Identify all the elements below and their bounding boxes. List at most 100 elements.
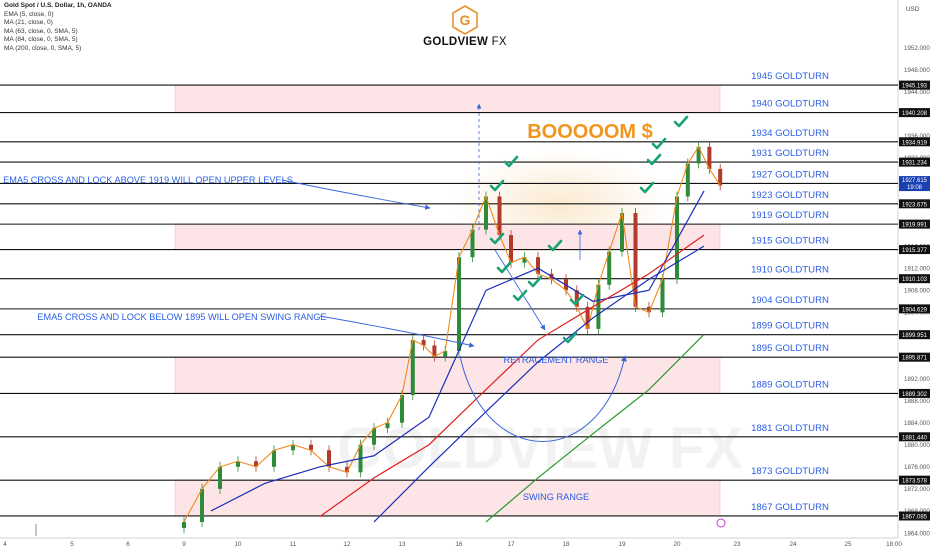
candle-body-36 (685, 163, 690, 197)
indicator-ma200[interactable]: MA (200, close, 0, SMA, 5) (4, 44, 82, 52)
level-tag-8: 1910.103 (902, 277, 928, 283)
level-label-15: 1867 GOLDTURN (751, 502, 829, 513)
check-mark-10 (673, 115, 689, 128)
level-tag-bg-5 (899, 199, 930, 209)
candle-body-22 (509, 235, 513, 263)
candle-body-19 (470, 229, 475, 258)
y-tick-1: 1948.000 (904, 67, 930, 74)
x-tick-0: 4 (3, 541, 7, 548)
level-tag-bg-12 (899, 388, 930, 398)
event-marker-icon (716, 518, 726, 528)
level-tag-bg-0 (899, 80, 930, 90)
svg-text:G: G (460, 12, 471, 28)
candle-body-30 (607, 251, 612, 285)
level-label-12: 1889 GOLDTURN (751, 379, 829, 390)
level-tag-bg-1 (899, 108, 930, 118)
ma-line-2 (373, 245, 705, 523)
zone-1 (174, 223, 721, 250)
upper-note: EMA5 CROSS AND LOCK ABOVE 1919 WILL OPEN… (3, 175, 293, 185)
lower-note-arrow (319, 315, 475, 348)
level-label-4: 1927 GOLDTURN (751, 169, 829, 180)
y-tick-15: 1892.000 (904, 376, 930, 383)
check-mark-8 (646, 153, 662, 166)
x-tick-5: 11 (290, 541, 297, 548)
level-label-8: 1910 GOLDTURN (751, 265, 829, 276)
level-tag-bg-8 (899, 274, 930, 284)
current-price-value: 1927.615 (902, 178, 928, 184)
y-tick-2: 1944.000 (904, 89, 930, 96)
level-label-0: 1945 GOLDTURN (751, 71, 829, 82)
candle-body-17 (443, 350, 448, 357)
headline-annotation: BOOOOOM $ (527, 121, 653, 143)
candle-body-32 (633, 213, 638, 307)
candle-body-3 (236, 461, 240, 467)
candle-body-31 (620, 213, 624, 252)
ema5-line (183, 145, 721, 523)
level-label-5: 1923 GOLDTURN (751, 190, 829, 201)
indicator-ma63[interactable]: MA (63, close, 0, SMA, 5) (4, 27, 78, 35)
retrace-arrow-down (494, 249, 546, 331)
candle-body-34 (660, 279, 665, 313)
level-tag-bg-6 (899, 219, 930, 229)
level-label-6: 1919 GOLDTURN (751, 210, 829, 221)
candle-body-6 (291, 444, 295, 451)
y-tick-22: 1864.000 (904, 530, 930, 537)
candle-body-1 (200, 488, 204, 522)
retracement-label: RETRACEMENT RANGE (504, 355, 609, 365)
level-label-3: 1931 GOLDTURN (751, 148, 829, 159)
check-mark-0 (503, 155, 519, 168)
y-tick-18: 1880.000 (904, 442, 930, 449)
level-tag-6: 1919.991 (902, 223, 928, 229)
check-mark-9 (651, 137, 667, 150)
x-tick-9: 17 (507, 541, 515, 548)
level-label-7: 1915 GOLDTURN (751, 236, 829, 247)
current-price-tag-bg (899, 176, 930, 192)
watermark: GOLDVIEW FX (337, 416, 743, 481)
level-tag-13: 1881.440 (902, 435, 928, 441)
candle-body-28 (585, 306, 590, 329)
x-tick-11: 19 (618, 541, 626, 548)
ma-line-0 (210, 190, 705, 512)
candle-body-2 (218, 466, 222, 489)
x-tick-13: 23 (733, 541, 741, 548)
candle-body-11 (372, 428, 376, 445)
x-tick-4: 10 (234, 541, 242, 548)
y-tick-0: 1952.000 (904, 45, 930, 52)
x-tick-7: 13 (398, 541, 406, 548)
level-label-9: 1904 GOLDTURN (751, 295, 829, 306)
symbol-title: Gold Spot / U.S. Dollar, 1h, OANDA (4, 2, 112, 9)
zone-0 (174, 84, 721, 113)
candle-body-15 (421, 339, 426, 346)
level-tag-3: 1931.234 (902, 161, 928, 167)
candle-body-38 (707, 146, 712, 169)
current-price-time: 19:08 (907, 185, 923, 191)
level-tag-10: 1899.951 (902, 333, 928, 339)
swing-label: SWING RANGE (523, 492, 589, 502)
ma-line-1 (319, 234, 705, 517)
level-tag-1: 1940.208 (902, 111, 928, 117)
x-tick-15: 25 (844, 541, 852, 548)
check-mark-2 (496, 261, 512, 274)
check-mark-1 (489, 179, 505, 192)
candle-body-27 (574, 290, 579, 307)
candle-body-9 (345, 466, 349, 473)
candle-body-24 (536, 257, 540, 274)
level-tag-9: 1904.629 (902, 307, 928, 313)
level-label-1: 1940 GOLDTURN (751, 99, 829, 110)
candle-body-37 (696, 146, 701, 164)
indicator-ema5[interactable]: EMA (5, close, 0) (4, 10, 54, 18)
y-tick-17: 1884.000 (904, 420, 930, 427)
indicator-ma84[interactable]: MA (84, close, 0, SMA, 5) (4, 36, 78, 44)
level-tag-bg-10 (899, 330, 930, 340)
indicator-ma21[interactable]: MA (21, close, 0) (4, 19, 53, 27)
y-tick-19: 1876.000 (904, 464, 930, 471)
candle-body-21 (497, 196, 502, 236)
check-mark-4 (527, 275, 543, 288)
candle-body-18 (457, 257, 461, 351)
goldview-logo-icon: G (452, 5, 478, 35)
level-tag-bg-9 (899, 304, 930, 314)
ma-line-3 (485, 333, 705, 523)
candle-body-5 (272, 450, 276, 467)
x-tick-6: 12 (343, 541, 351, 548)
